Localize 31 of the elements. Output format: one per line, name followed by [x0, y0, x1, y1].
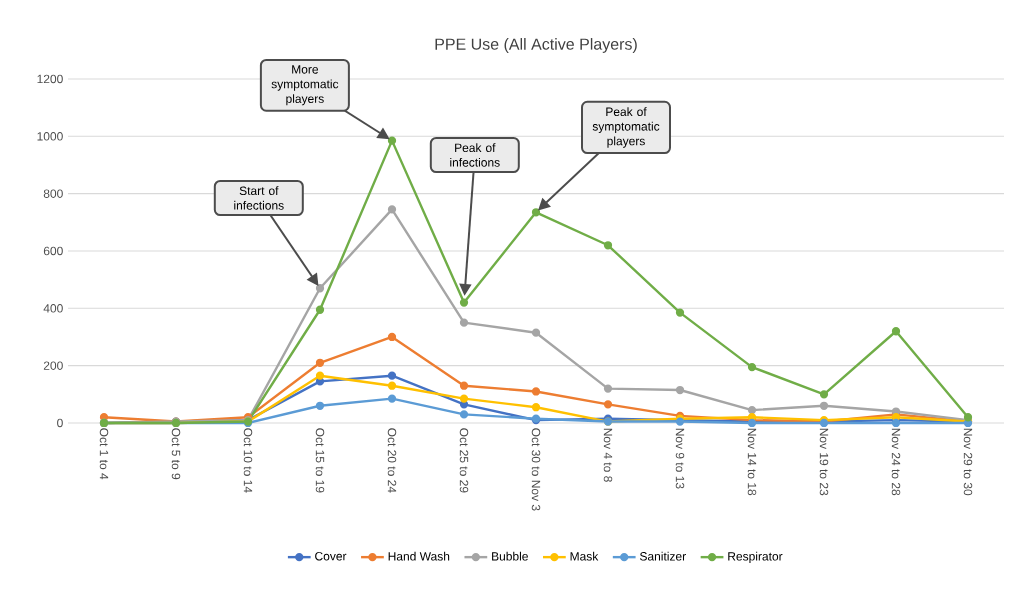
- x-tick-label: Oct 5 to 9: [171, 428, 181, 480]
- annotation: Start of infections: [234, 186, 284, 210]
- y-tick-label: 400: [43, 304, 63, 313]
- x-tick-label: Oct 25 to 29: [459, 428, 469, 493]
- x-tick-label: Nov 14 to 18: [747, 428, 757, 496]
- x-tick-label: Nov 19 to 23: [819, 428, 829, 496]
- x-tick-label: Oct 1 to 4: [99, 428, 109, 480]
- x-tick-label: Oct 15 to 19: [315, 428, 325, 493]
- legend-label: Sanitizer: [639, 551, 686, 561]
- legend-label: Hand Wash: [388, 551, 450, 561]
- legend-label: Mask: [570, 551, 599, 561]
- x-tick-label: Oct 30 to Nov 3: [531, 428, 541, 511]
- annotation: More symptomatic players: [271, 65, 339, 106]
- x-tick-label: Oct 20 to 24: [387, 428, 397, 493]
- x-tick-label: Nov 29 to 30: [963, 428, 973, 496]
- annotation: Peak of infections: [450, 143, 500, 167]
- y-tick-label: 0: [57, 418, 63, 428]
- legend-label: Bubble: [492, 551, 528, 561]
- x-tick-label: Nov 24 to 28: [891, 428, 901, 496]
- x-tick-label: Oct 10 to 14: [243, 428, 253, 493]
- x-tick-label: Nov 9 to 13: [675, 428, 685, 489]
- annotation: Peak of symptomatic players: [592, 107, 660, 148]
- legend-label: Cover: [315, 551, 347, 561]
- y-tick-label: 200: [43, 361, 63, 370]
- y-tick-label: 1200: [37, 74, 63, 84]
- y-tick-label: 600: [43, 246, 63, 256]
- y-tick-label: 800: [43, 189, 63, 198]
- legend-label: Respirator: [728, 551, 783, 563]
- chart-title: PPE Use (All Active Players): [435, 38, 637, 53]
- x-tick-label: Nov 4 to 8: [603, 428, 613, 482]
- y-tick-label: 1000: [37, 132, 63, 141]
